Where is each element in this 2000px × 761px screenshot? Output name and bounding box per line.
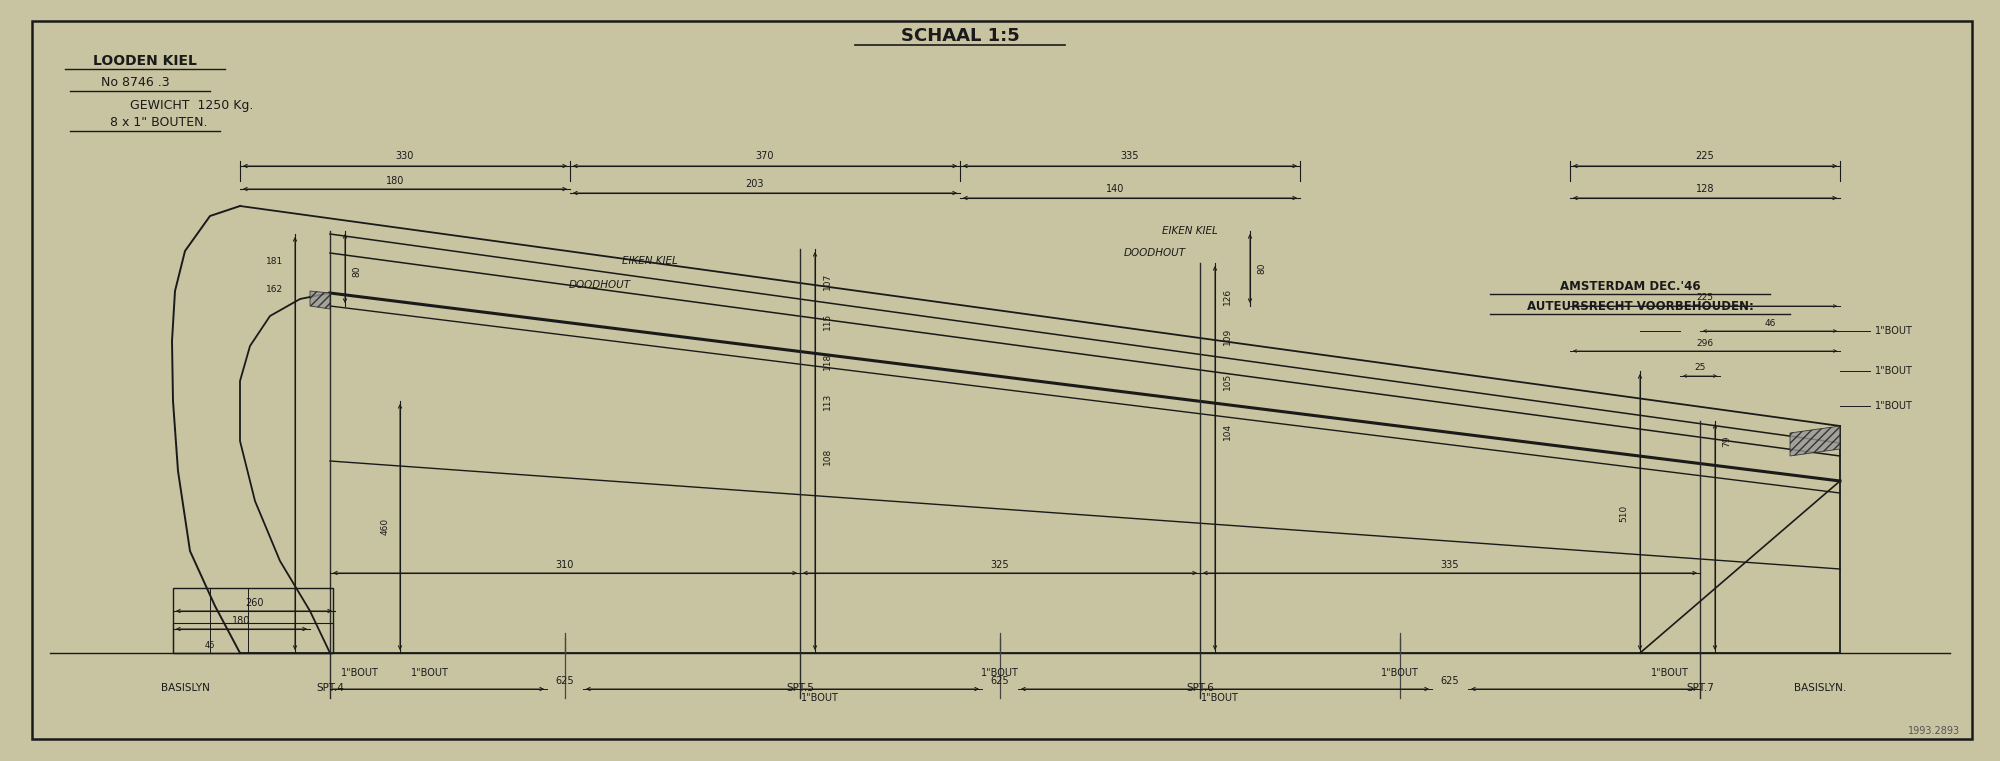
Text: 115: 115 [822,312,832,330]
Text: DOODHOUT: DOODHOUT [1124,248,1186,258]
Text: GEWICHT  1250 Kg.: GEWICHT 1250 Kg. [130,100,254,113]
Text: 1"BOUT: 1"BOUT [1876,401,1912,411]
Text: 296: 296 [1696,339,1714,348]
Text: 1993.2893: 1993.2893 [1908,726,1960,736]
Text: 460: 460 [380,517,390,534]
Text: 181: 181 [266,256,284,266]
Text: 310: 310 [556,560,574,570]
Text: 8 x 1" BOUTEN.: 8 x 1" BOUTEN. [110,116,208,129]
Text: 1"BOUT: 1"BOUT [1382,668,1418,678]
Text: SCHAAL 1:5: SCHAAL 1:5 [900,27,1020,45]
Text: 225: 225 [1696,294,1714,303]
Text: 128: 128 [1696,184,1714,194]
Text: EIKEN KIEL: EIKEN KIEL [1162,226,1218,236]
Text: 1"BOUT: 1"BOUT [1876,326,1912,336]
Text: 260: 260 [244,598,264,608]
Polygon shape [310,291,330,309]
Text: 108: 108 [822,447,832,465]
Text: 1"BOUT: 1"BOUT [1876,366,1912,376]
Text: 113: 113 [822,393,832,409]
Text: 335: 335 [1440,560,1460,570]
Text: 109: 109 [1222,327,1232,345]
Text: 162: 162 [266,285,284,294]
Text: 80: 80 [352,266,362,277]
Text: SPT.4: SPT.4 [316,683,344,693]
Text: 330: 330 [396,151,414,161]
Text: DOODHOUT: DOODHOUT [568,280,632,290]
Text: AMSTERDAM DEC.'46: AMSTERDAM DEC.'46 [1560,279,1700,292]
Text: AUTEURSRECHT VOORBEHOUDEN:: AUTEURSRECHT VOORBEHOUDEN: [1526,300,1754,313]
Text: 335: 335 [1120,151,1140,161]
Text: BASISLYN.: BASISLYN. [1794,683,1846,693]
Text: 1"BOUT: 1"BOUT [342,668,378,678]
Text: 45: 45 [204,642,216,651]
Text: 1"BOUT: 1"BOUT [982,668,1018,678]
Polygon shape [1790,426,1840,456]
Text: 107: 107 [822,272,832,290]
Text: 118: 118 [822,352,832,370]
Bar [174,588,332,653]
Text: 126: 126 [1222,288,1232,304]
Text: 105: 105 [1222,372,1232,390]
Text: SPT.5: SPT.5 [786,683,814,693]
Text: 1"BOUT: 1"BOUT [1652,668,1688,678]
Text: 46: 46 [1764,319,1776,327]
Text: 625: 625 [1440,676,1460,686]
Text: No 8746 .3: No 8746 .3 [100,77,170,90]
Text: 510: 510 [1620,505,1628,521]
Text: BASISLYN: BASISLYN [160,683,210,693]
Text: 1"BOUT: 1"BOUT [802,693,838,703]
Text: 625: 625 [556,676,574,686]
Text: 1"BOUT: 1"BOUT [1202,693,1238,703]
Text: 79: 79 [1722,435,1732,447]
Text: SPT.6: SPT.6 [1186,683,1214,693]
Text: 140: 140 [1106,184,1124,194]
Text: EIKEN KIEL: EIKEN KIEL [622,256,678,266]
Text: SPT.7: SPT.7 [1686,683,1714,693]
Text: 104: 104 [1222,422,1232,440]
Text: 370: 370 [756,151,774,161]
Text: 625: 625 [990,676,1010,686]
Text: 225: 225 [1696,151,1714,161]
Text: LOODEN KIEL: LOODEN KIEL [94,54,196,68]
Text: 180: 180 [386,176,404,186]
Text: 325: 325 [990,560,1010,570]
Text: 203: 203 [746,179,764,189]
Text: 180: 180 [232,616,250,626]
Text: 1"BOUT: 1"BOUT [412,668,448,678]
Text: 25: 25 [1694,364,1706,372]
Bar [174,623,332,653]
Text: 80: 80 [1258,263,1266,274]
